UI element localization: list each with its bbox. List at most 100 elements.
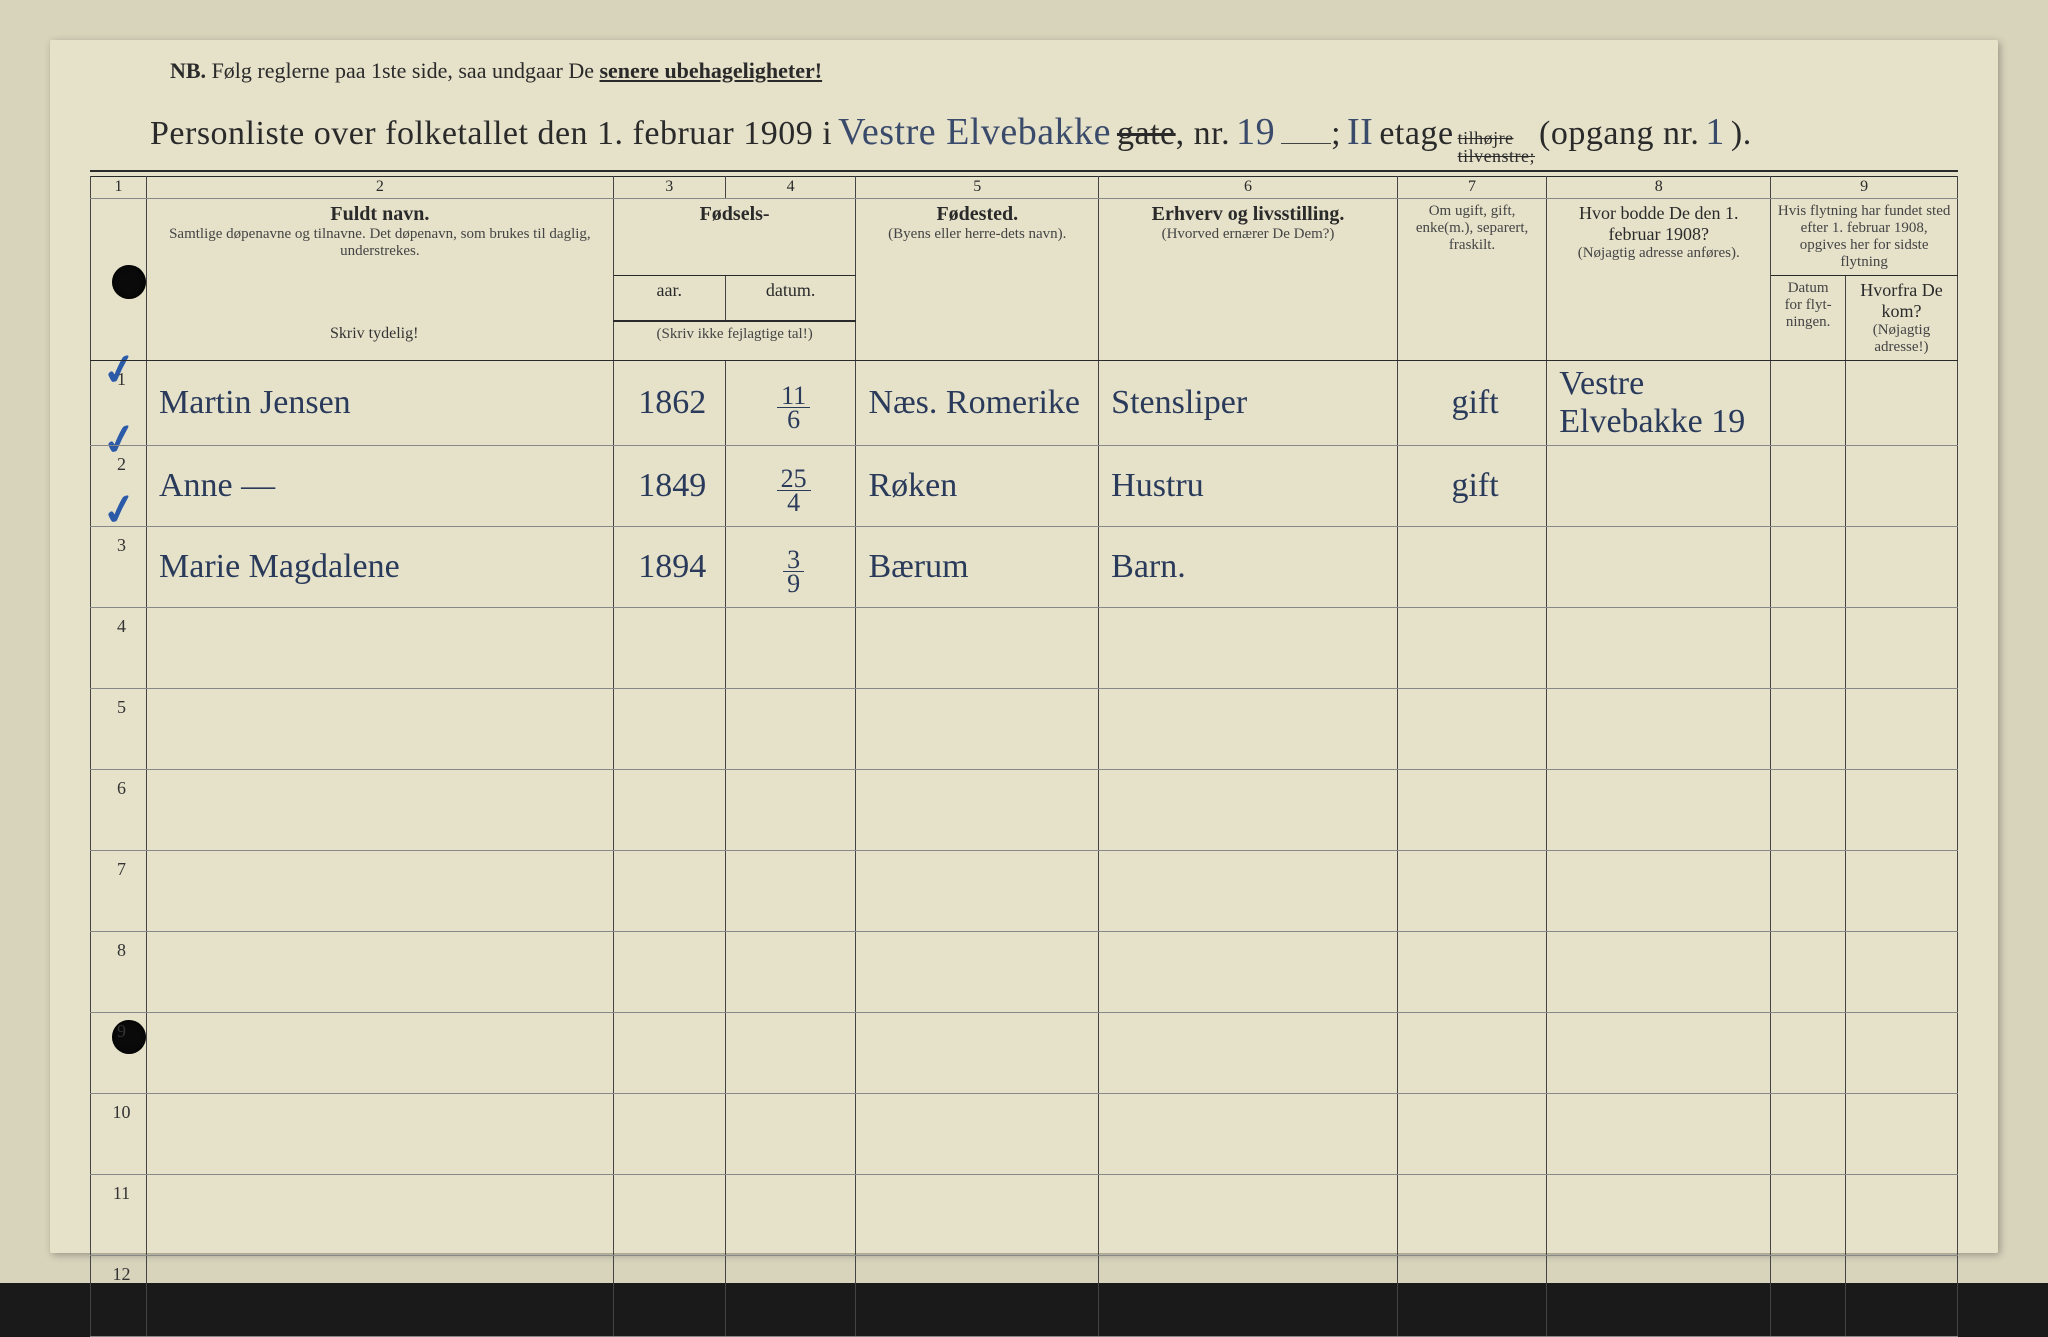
- table-row: 1Martin Jensen1862116Næs. RomerikeStensl…: [91, 361, 1958, 446]
- cell: [1099, 1013, 1398, 1094]
- cell: [1771, 1256, 1846, 1337]
- cell: [613, 932, 725, 1013]
- etage-value: II: [1341, 110, 1379, 154]
- cell: [1099, 851, 1398, 932]
- cell: [1845, 1094, 1957, 1175]
- nr-label: , nr.: [1176, 115, 1230, 153]
- colnum: 3: [613, 176, 725, 199]
- table-row: 8: [91, 932, 1958, 1013]
- hvorfra-label: Hvorfra De kom?: [1852, 280, 1951, 322]
- hvorfra-sub: (Nøjagtig adresse!): [1852, 322, 1951, 356]
- colnum: 9: [1771, 176, 1958, 199]
- cell: [725, 851, 856, 932]
- cell: [1397, 1013, 1546, 1094]
- cell: [147, 689, 614, 770]
- cell: [856, 689, 1099, 770]
- col-status: Om ugift, gift, enke(m.), separert, fras…: [1397, 199, 1546, 361]
- cell: [1397, 608, 1546, 689]
- gate-strike: gate: [1117, 115, 1176, 153]
- col-hvorfra: Hvorfra De kom? (Nøjagtig adresse!): [1845, 276, 1957, 361]
- cell: [1397, 1094, 1546, 1175]
- cell: [147, 770, 614, 851]
- cell: [1397, 770, 1546, 851]
- opgang-label: (opgang nr.: [1539, 115, 1699, 153]
- cell: [1397, 689, 1546, 770]
- cell: [1845, 527, 1957, 608]
- side-stack: tilhøjre tilvenstre;: [1458, 129, 1535, 165]
- cell: [856, 608, 1099, 689]
- cell: [1845, 770, 1957, 851]
- nb-prefix: NB.: [170, 58, 206, 83]
- cell: 4: [91, 608, 147, 689]
- cell: [856, 1013, 1099, 1094]
- cell: [1845, 608, 1957, 689]
- cell: gift: [1397, 361, 1546, 446]
- opgang-close: ).: [1731, 115, 1752, 153]
- cell: [1845, 689, 1957, 770]
- cell: [1547, 851, 1771, 932]
- cell: [1099, 770, 1398, 851]
- cell: [1845, 1256, 1957, 1337]
- cell: [147, 608, 614, 689]
- col-datum: datum.: [725, 276, 856, 321]
- cell: [1397, 1175, 1546, 1256]
- col-aar: aar.: [613, 276, 725, 321]
- colnum-row: 1 2 3 4 5 6 7 8 9: [91, 176, 1958, 199]
- cell: [1771, 1175, 1846, 1256]
- cell: [1845, 361, 1957, 446]
- cell: 7: [91, 851, 147, 932]
- cell: [1099, 1175, 1398, 1256]
- census-table: 1 2 3 4 5 6 7 8 9 Fuldt navn.: [90, 176, 1958, 1223]
- colnum: 2: [147, 176, 614, 199]
- cell: [1397, 1256, 1546, 1337]
- cell: [1547, 446, 1771, 527]
- cell: 6: [91, 770, 147, 851]
- cell: Røken: [856, 446, 1099, 527]
- col-fodested: Fødested. (Byens eller herre-dets navn).: [856, 199, 1099, 361]
- fodested-sub: (Byens eller herre-dets navn).: [862, 226, 1092, 243]
- col-fodsels: Fødsels-: [613, 199, 856, 276]
- cell: [725, 1013, 856, 1094]
- colnum: 5: [856, 176, 1099, 199]
- cell: [856, 1256, 1099, 1337]
- cell: [1099, 608, 1398, 689]
- cell: [1771, 932, 1846, 1013]
- table-row: 11: [91, 1175, 1958, 1256]
- cell: [1771, 527, 1846, 608]
- opgang-value: 1: [1699, 110, 1731, 154]
- table-row: 12: [91, 1256, 1958, 1337]
- cell: 254: [725, 446, 856, 527]
- cell: [1771, 446, 1846, 527]
- cell: [147, 1094, 614, 1175]
- table-body: 1Martin Jensen1862116Næs. RomerikeStensl…: [91, 361, 1958, 1337]
- cell: [613, 1256, 725, 1337]
- gap: [1281, 143, 1331, 144]
- cell: [1547, 527, 1771, 608]
- bodde-label: Hvor bodde De den 1. februar 1908?: [1553, 203, 1764, 245]
- cell: [856, 770, 1099, 851]
- erhverv-label: Erhverv og livsstilling.: [1105, 203, 1391, 226]
- nb-bold: senere ubehageligheter!: [599, 58, 822, 83]
- cell: Vestre Elvebakke 19: [1547, 361, 1771, 446]
- cell: [1845, 851, 1957, 932]
- cell: Næs. Romerike: [856, 361, 1099, 446]
- document-paper: NB. Følg reglerne paa 1ste side, saa und…: [50, 40, 1998, 1253]
- cell: [1397, 527, 1546, 608]
- title-prefix: Personliste over folketallet den 1. febr…: [150, 115, 832, 153]
- cell: [613, 1013, 725, 1094]
- cell: gift: [1397, 446, 1546, 527]
- cell: [725, 932, 856, 1013]
- cell: Hustru: [1099, 446, 1398, 527]
- cell: [613, 1094, 725, 1175]
- table-row: 3Marie Magdalene189439BærumBarn.: [91, 527, 1958, 608]
- cell: [856, 1094, 1099, 1175]
- cell: [856, 851, 1099, 932]
- cell: [1547, 1175, 1771, 1256]
- colnum: 7: [1397, 176, 1546, 199]
- cell: 8: [91, 932, 147, 1013]
- colnum: 4: [725, 176, 856, 199]
- col-fodsels-sub: (Skriv ikke fejlagtige tal!): [613, 321, 856, 361]
- cell: [1771, 361, 1846, 446]
- cell: [1547, 1013, 1771, 1094]
- rule-heavy: [90, 170, 1958, 172]
